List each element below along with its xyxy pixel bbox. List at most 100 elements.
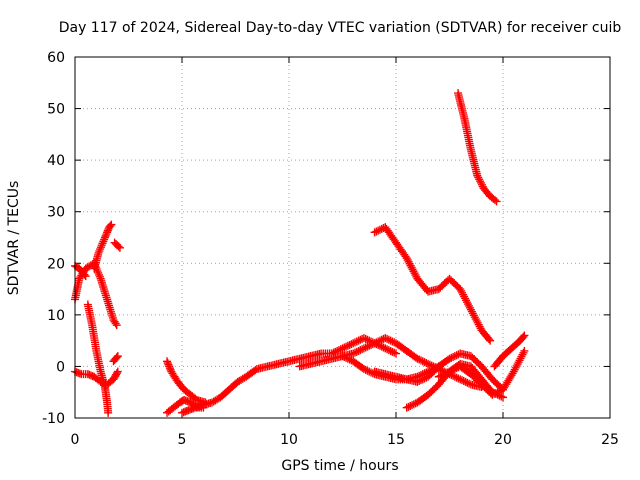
- x-tick-label: 15: [387, 432, 405, 448]
- data-point: [450, 372, 459, 381]
- data-point: [476, 177, 485, 186]
- data-point: [388, 347, 397, 356]
- data-point: [359, 344, 368, 353]
- data-point: [97, 241, 106, 250]
- data-point: [452, 373, 461, 382]
- x-tick-label: 5: [178, 432, 187, 448]
- data-point: [350, 348, 359, 357]
- data-point: [409, 267, 418, 276]
- data-point: [520, 331, 529, 340]
- data-point: [103, 228, 112, 237]
- data-point: [372, 338, 381, 347]
- data-point: [104, 408, 113, 417]
- data-point: [334, 346, 343, 355]
- data-point: [375, 225, 384, 234]
- data-point: [95, 270, 104, 279]
- data-point: [381, 344, 390, 353]
- data-point: [374, 337, 383, 346]
- data-point: [416, 376, 425, 385]
- data-point: [447, 353, 456, 362]
- data-point: [358, 345, 367, 354]
- data-point: [450, 365, 459, 374]
- data-point: [519, 348, 528, 357]
- data-point: [459, 377, 468, 386]
- data-point: [96, 245, 105, 254]
- x-tick-label: 0: [71, 432, 80, 448]
- data-point: [368, 340, 377, 349]
- x-tick-label: 20: [494, 432, 512, 448]
- data-point: [462, 296, 471, 305]
- data-point: [370, 228, 379, 237]
- data-point: [465, 303, 474, 312]
- data-point: [406, 401, 415, 410]
- y-tick-label: 30: [47, 205, 65, 221]
- data-point: [102, 230, 111, 239]
- series-track-18: [490, 331, 529, 371]
- data-point: [469, 311, 478, 320]
- data-point: [424, 359, 433, 368]
- data-point: [94, 268, 103, 277]
- data-point: [338, 352, 347, 361]
- data-point: [402, 403, 411, 412]
- data-point: [450, 352, 459, 361]
- data-point: [474, 173, 483, 182]
- data-point: [107, 220, 116, 229]
- data-point: [343, 341, 352, 350]
- data-point: [342, 342, 351, 351]
- data-point: [490, 389, 499, 398]
- data-point: [100, 235, 109, 244]
- data-point: [513, 360, 522, 369]
- data-point: [447, 366, 456, 375]
- data-point: [408, 265, 417, 274]
- data-point: [418, 357, 427, 366]
- data-point: [112, 321, 121, 330]
- data-point: [164, 360, 173, 369]
- data-point: [392, 349, 400, 358]
- data-point: [493, 388, 502, 397]
- data-point: [367, 340, 376, 349]
- data-point: [518, 350, 527, 359]
- data-point: [383, 345, 392, 354]
- data-point: [420, 374, 429, 383]
- x-tick-label: 10: [280, 432, 298, 448]
- data-point: [520, 346, 529, 355]
- data-point: [350, 338, 359, 347]
- y-axis-label: SDTVAR / TECUs: [6, 181, 22, 296]
- data-point: [415, 377, 424, 386]
- x-tick-label: 25: [601, 432, 619, 448]
- data-point: [434, 372, 443, 381]
- data-point: [445, 354, 454, 363]
- data-point: [345, 340, 354, 349]
- data-point: [511, 363, 520, 372]
- series-track-16: [370, 223, 495, 345]
- data-point: [463, 300, 472, 309]
- data-point: [456, 375, 465, 384]
- data-point: [361, 343, 370, 352]
- data-point: [409, 400, 418, 409]
- data-point: [416, 356, 425, 365]
- data-point: [99, 237, 108, 246]
- data-point: [490, 196, 499, 205]
- data-point: [470, 313, 479, 322]
- data-point: [515, 356, 524, 365]
- data-point: [492, 197, 501, 206]
- data-point: [411, 271, 420, 280]
- data-point: [464, 301, 473, 310]
- data-point: [420, 358, 429, 367]
- data-point: [386, 346, 395, 355]
- data-point: [95, 247, 104, 256]
- data-point: [472, 316, 481, 325]
- data-point: [488, 390, 497, 399]
- series-track-4: [110, 238, 124, 252]
- data-point: [363, 366, 372, 375]
- data-point: [374, 226, 383, 235]
- data-point: [454, 374, 463, 383]
- data-point: [473, 318, 482, 327]
- data-point: [404, 402, 413, 411]
- data-point: [473, 171, 482, 180]
- data-point: [349, 339, 358, 348]
- data-point: [405, 259, 414, 268]
- data-point: [349, 349, 358, 358]
- data-point: [372, 227, 381, 236]
- data-point: [468, 309, 477, 318]
